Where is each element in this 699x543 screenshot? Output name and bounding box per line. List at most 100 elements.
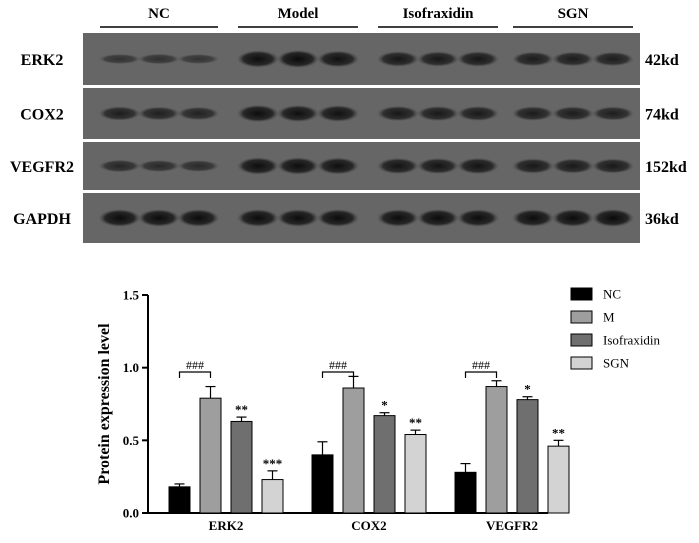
x-category-label: ERK2 xyxy=(209,518,244,533)
blot-band xyxy=(237,157,279,175)
significance-mark: ** xyxy=(409,415,422,430)
blot-band xyxy=(177,160,220,172)
blot-band xyxy=(317,105,359,122)
blot-protein-label: COX2 xyxy=(20,107,64,124)
legend-label: M xyxy=(603,310,615,325)
blot-band xyxy=(177,106,220,121)
significance-mark: * xyxy=(381,398,388,413)
blot-band xyxy=(237,104,279,123)
x-category-label: VEGFR2 xyxy=(486,518,538,533)
comparison-bracket xyxy=(178,371,212,379)
blot-band xyxy=(552,106,594,121)
blot-band xyxy=(552,51,594,67)
blot-band xyxy=(377,51,419,67)
blot-band xyxy=(417,51,459,67)
blot-band xyxy=(512,106,554,121)
significance-mark: * xyxy=(524,382,531,397)
blot-band xyxy=(138,106,180,121)
blot-band xyxy=(317,157,359,175)
blot-band xyxy=(457,157,499,175)
y-tick-label: 1.5 xyxy=(123,288,140,303)
comparison-bracket xyxy=(321,371,355,379)
blot-band xyxy=(417,209,459,227)
blot-band xyxy=(592,158,634,174)
bar-sgn-erk2 xyxy=(261,479,284,514)
blot-band xyxy=(317,209,359,227)
blot-size-label: 36kd xyxy=(645,211,679,228)
blot-band xyxy=(552,158,594,174)
x-category-label: COX2 xyxy=(351,518,386,533)
blot-band xyxy=(277,157,319,175)
comparison-bracket xyxy=(464,371,498,379)
western-blot-image: NC Model Isofraxidin SGN ERK2 42kd COX2 74kd VEG… xyxy=(10,6,687,243)
bar-chart-panel: 0.0 0.5 1.0 1.5 Protein expression level ERK2… xyxy=(0,270,699,538)
blot-size-label: 42kd xyxy=(645,52,679,69)
blot-band xyxy=(592,106,634,121)
comparison-label: ### xyxy=(472,358,490,372)
blot-protein-label: GAPDH xyxy=(13,211,71,228)
blot-band xyxy=(138,209,180,227)
bar-sgn-vegfr2 xyxy=(547,445,570,514)
blot-band xyxy=(98,53,141,65)
blot-band xyxy=(592,51,634,67)
blot-band xyxy=(417,105,459,122)
blot-band xyxy=(512,209,554,227)
bar-sgn-cox2 xyxy=(404,434,427,514)
bar-isofraxidin-cox2 xyxy=(373,415,396,514)
blot-group-label: Model xyxy=(278,6,319,22)
significance-mark: ** xyxy=(235,402,248,417)
blot-band xyxy=(512,51,554,67)
blot-band xyxy=(592,209,634,227)
bar-isofraxidin-vegfr2 xyxy=(516,399,539,514)
blot-band xyxy=(457,51,499,67)
y-tick-label: 0.0 xyxy=(123,506,139,521)
legend-swatch xyxy=(570,310,593,324)
y-tick-label: 0.5 xyxy=(123,433,140,448)
blot-band xyxy=(377,209,419,227)
blot-band xyxy=(377,105,419,122)
blot-band xyxy=(277,104,319,123)
bar-isofraxidin-erk2 xyxy=(230,420,253,514)
blot-group-label: SGN xyxy=(558,6,589,22)
blot-band xyxy=(317,50,359,68)
blot-group-label: NC xyxy=(148,6,170,22)
legend-swatch xyxy=(570,356,593,370)
western-blot-panel: NC Model Isofraxidin SGN ERK2 42kd COX2 74kd VEG… xyxy=(0,0,699,250)
legend-swatch xyxy=(570,287,593,301)
blot-band xyxy=(237,50,279,68)
bar-nc-cox2 xyxy=(311,454,334,514)
significance-mark: *** xyxy=(263,456,283,471)
blot-group-label: Isofraxidin xyxy=(403,6,475,22)
blot-band xyxy=(237,209,279,227)
bar-nc-erk2 xyxy=(168,486,191,514)
blot-band xyxy=(98,106,141,121)
blot-protein-label: ERK2 xyxy=(21,52,64,69)
blot-band xyxy=(457,209,499,227)
blot-band xyxy=(277,209,319,227)
blot-protein-label: VEGFR2 xyxy=(10,159,74,176)
blot-band xyxy=(552,209,594,227)
blot-band xyxy=(417,157,459,175)
significance-mark: ** xyxy=(552,425,565,440)
blot-band xyxy=(98,159,141,173)
legend-label: Isofraxidin xyxy=(603,333,661,348)
legend-label: NC xyxy=(603,287,621,302)
bar-nc-vegfr2 xyxy=(454,471,477,514)
blot-size-label: 74kd xyxy=(645,107,679,124)
blot-band xyxy=(138,160,180,172)
blot-band xyxy=(377,157,419,175)
blot-band xyxy=(277,50,319,68)
legend-swatch xyxy=(570,333,593,347)
bar-m-erk2 xyxy=(199,397,222,514)
y-tick-label: 1.0 xyxy=(123,360,139,375)
blot-band xyxy=(177,209,220,227)
bar-m-cox2 xyxy=(342,387,365,514)
blot-band xyxy=(138,53,180,65)
y-axis-label: Protein expression level xyxy=(96,323,113,485)
blot-band xyxy=(512,158,554,174)
blot-band xyxy=(457,106,499,121)
comparison-label: ### xyxy=(329,358,347,372)
bar-m-vegfr2 xyxy=(485,386,508,514)
blot-band xyxy=(98,209,141,227)
bar-chart: 0.0 0.5 1.0 1.5 Protein expression level ERK2… xyxy=(96,287,661,534)
